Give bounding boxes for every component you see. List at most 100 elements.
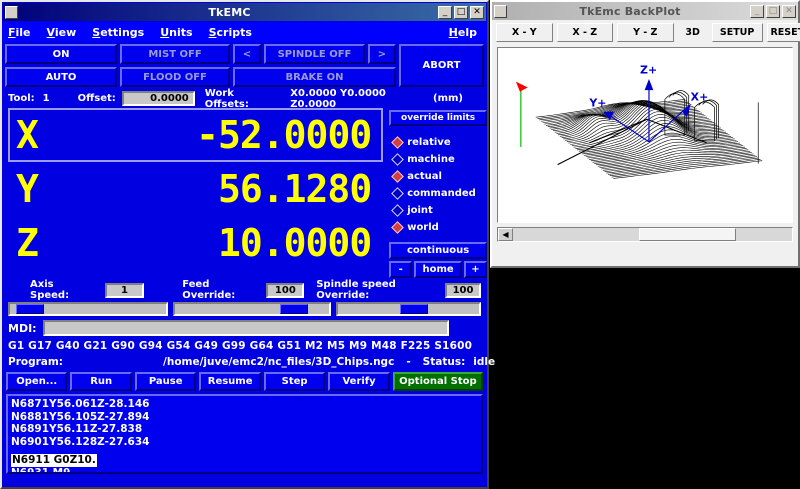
- radio-machine[interactable]: machine: [389, 151, 487, 168]
- radio-relative[interactable]: relative: [389, 134, 487, 151]
- active-gcodes: G1 G17 G40 G21 G90 G94 G54 G49 G99 G64 G…: [8, 340, 473, 352]
- radio-label-joint: joint: [407, 205, 433, 216]
- backplot-scrollbar[interactable]: ◀: [497, 227, 793, 242]
- axis-speed-value[interactable]: 1: [104, 282, 145, 298]
- flood-button[interactable]: FLOOD OFF: [120, 67, 230, 87]
- tkemc-window-buttons: _ □ ✕: [438, 5, 484, 19]
- backplot-titlebar[interactable]: TkEmc BackPlot _ □ ✕: [492, 2, 798, 20]
- view-3d-button[interactable]: 3D: [685, 27, 700, 38]
- radio-commanded[interactable]: commanded: [389, 185, 487, 202]
- view-yz-button[interactable]: Y - Z: [617, 23, 674, 42]
- radio-diamond-icon: [391, 170, 405, 183]
- tkemc-window-title: TkEMC: [208, 5, 251, 19]
- scroll-left-icon[interactable]: ◀: [498, 228, 513, 241]
- program-path: /home/juve/emc2/nc_files/3D_Chips.ngc: [163, 356, 395, 368]
- menu-item-help[interactable]: Help: [448, 25, 477, 39]
- tkemc-titlebar[interactable]: TkEMC _ □ ✕: [3, 3, 486, 21]
- feed-override-slider[interactable]: [173, 302, 331, 316]
- close-icon[interactable]: ✕: [782, 4, 796, 18]
- jog-mode-button[interactable]: continuous: [389, 242, 487, 259]
- dro-row-z[interactable]: Z 10.0000: [8, 216, 383, 270]
- radio-world[interactable]: world: [389, 219, 487, 236]
- dro-axis-label-x: X: [16, 113, 39, 157]
- ridge-features: [664, 90, 759, 164]
- menu-item-settings[interactable]: Settings: [92, 25, 145, 39]
- dro-readouts: X -52.0000 Y 56.1280 Z 10.0000: [2, 108, 389, 278]
- dro-row-x[interactable]: X -52.0000: [8, 108, 384, 162]
- slider-thumb[interactable]: [16, 304, 44, 314]
- maximize-icon[interactable]: □: [454, 5, 468, 19]
- slider-thumb[interactable]: [400, 304, 428, 314]
- spindle-decrease-button[interactable]: <: [233, 44, 261, 64]
- system-menu-icon[interactable]: [494, 4, 507, 18]
- minimize-icon[interactable]: _: [438, 5, 452, 19]
- dro-section: X -52.0000 Y 56.1280 Z 10.0000 override …: [2, 108, 487, 278]
- spindle-increase-button[interactable]: >: [368, 44, 396, 64]
- menu-item-file[interactable]: File: [8, 25, 31, 39]
- spindle-column: < SPINDLE OFF > BRAKE ON: [233, 44, 396, 87]
- menu-item-view[interactable]: View: [46, 25, 77, 39]
- feed-override-value[interactable]: 100: [266, 282, 305, 298]
- optional-stop-button[interactable]: Optional Stop: [392, 372, 484, 391]
- spindle-override-label: Spindle speed Override:: [316, 279, 396, 301]
- run-button[interactable]: Run: [70, 372, 132, 391]
- close-icon[interactable]: ✕: [470, 5, 484, 19]
- view-xy-button[interactable]: X - Y: [496, 23, 553, 42]
- radio-label-machine: machine: [407, 154, 455, 165]
- machine-state-button[interactable]: ON: [5, 44, 117, 64]
- view-xz-button[interactable]: X - Z: [556, 23, 613, 42]
- gcode-listing[interactable]: N6871Y56.061Z-28.146 N6881Y56.105Z-27.89…: [6, 394, 483, 474]
- radio-diamond-icon: [391, 136, 405, 149]
- spindle-row: < SPINDLE OFF >: [233, 44, 396, 64]
- dro-axis-label-y: Y: [16, 167, 39, 211]
- step-button[interactable]: Step: [263, 372, 326, 391]
- mist-button[interactable]: MIST OFF: [120, 44, 230, 64]
- axis-speed-slider[interactable]: [8, 302, 168, 316]
- spindle-override-value[interactable]: 100: [445, 282, 481, 298]
- tool-value: 1: [42, 93, 50, 104]
- spindle-button[interactable]: SPINDLE OFF: [264, 44, 365, 64]
- gcode-line: N6931 M9: [11, 467, 71, 474]
- scrollbar-track[interactable]: [513, 228, 792, 241]
- coordinate-radio-group: relative machine actual commanded: [389, 134, 487, 236]
- menu-item-scripts[interactable]: Scripts: [208, 25, 252, 39]
- mdi-label: MDI:: [8, 321, 37, 335]
- status-label: Status:: [422, 356, 466, 368]
- axis-label-y: Y+: [588, 96, 606, 109]
- minimize-icon[interactable]: _: [750, 4, 764, 18]
- radio-actual[interactable]: actual: [389, 168, 487, 185]
- radio-diamond-icon: [391, 221, 405, 234]
- offset-value-field[interactable]: 0.0000: [121, 91, 195, 106]
- backplot-canvas[interactable]: Z+ Y+ X+: [497, 47, 793, 223]
- verify-button[interactable]: Verify: [328, 372, 390, 391]
- maximize-icon[interactable]: □: [766, 4, 780, 18]
- jog-plus-button[interactable]: +: [464, 261, 487, 278]
- resume-button[interactable]: Resume: [199, 372, 261, 391]
- tool-label: Tool:: [8, 93, 35, 104]
- system-menu-icon[interactable]: [5, 5, 18, 19]
- dro-row-y[interactable]: Y 56.1280: [8, 162, 383, 216]
- feed-override-label: Feed Override:: [182, 279, 236, 301]
- menu-item-units[interactable]: Units: [160, 25, 193, 39]
- pause-button[interactable]: Pause: [134, 372, 197, 391]
- axis-indicator: [603, 78, 691, 143]
- scrollbar-thumb[interactable]: [638, 228, 737, 241]
- radio-joint[interactable]: joint: [389, 202, 487, 219]
- spindle-override-slider[interactable]: [336, 302, 481, 316]
- jog-home-button[interactable]: home: [414, 261, 462, 278]
- radio-label-relative: relative: [407, 137, 451, 148]
- setup-button[interactable]: SETUP: [711, 23, 763, 42]
- abort-button[interactable]: ABORT: [399, 44, 484, 87]
- override-limits-button[interactable]: override limits: [389, 110, 487, 126]
- reset-button[interactable]: RESET: [766, 23, 800, 42]
- jog-minus-button[interactable]: -: [389, 261, 413, 278]
- offset-label: Offset:: [77, 93, 116, 104]
- mdi-row: MDI:: [8, 320, 481, 336]
- menubar: File View Settings Units Scripts Help: [2, 22, 487, 42]
- slider-thumb[interactable]: [280, 304, 308, 314]
- mode-button[interactable]: AUTO: [5, 67, 117, 87]
- axis-label-z: Z+: [640, 64, 657, 77]
- mdi-input[interactable]: [42, 320, 449, 336]
- brake-button[interactable]: BRAKE ON: [233, 67, 396, 87]
- open-button[interactable]: Open...: [6, 372, 68, 391]
